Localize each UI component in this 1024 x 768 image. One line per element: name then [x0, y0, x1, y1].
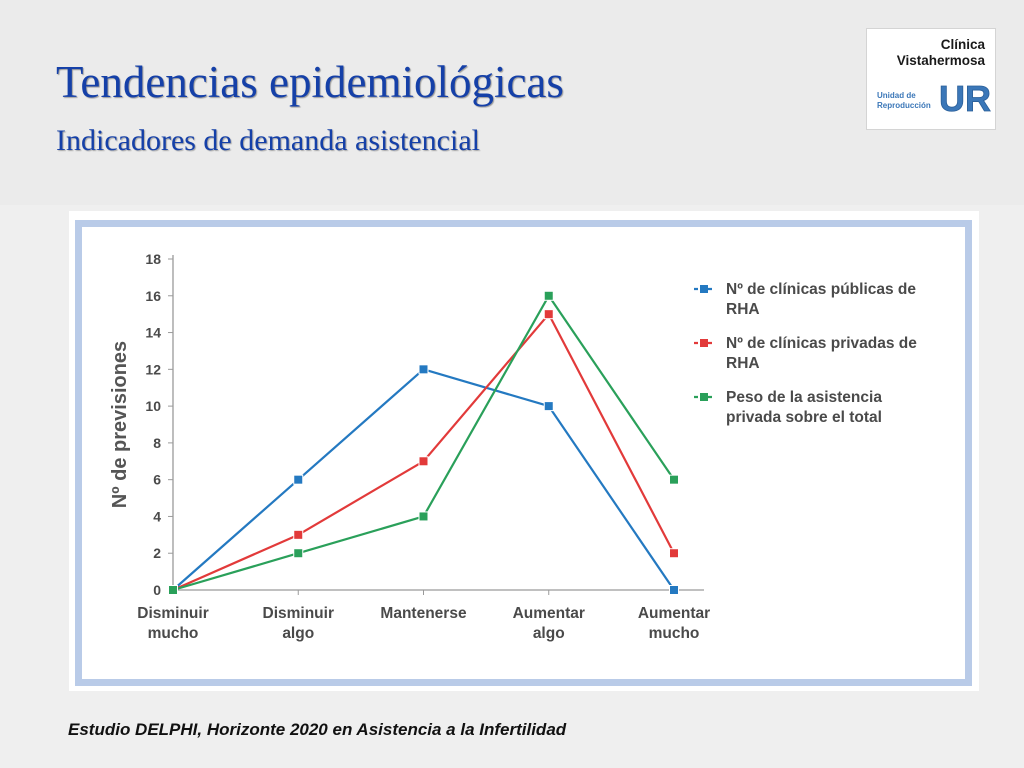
logo-unit-line-2: Reproducción [877, 101, 931, 110]
data-point-s1 [418, 364, 429, 375]
logo-unit-label: Unidad de Reproducción [877, 91, 937, 111]
source-footnote: Estudio DELPHI, Horizonte 2020 en Asiste… [68, 720, 567, 739]
data-point-s1 [293, 474, 304, 485]
x-tick-label: Aumentar mucho [638, 605, 710, 642]
logo-name-line-2: Vistahermosa [896, 53, 985, 68]
legend-label-line: RHA [726, 301, 760, 318]
x-tick-label: Aumentar algo [513, 605, 585, 642]
data-point-s1 [669, 585, 679, 595]
y-tick-label: 18 [145, 251, 161, 267]
slide-title: Tendencias epidemiológicas [56, 57, 564, 107]
legend-swatch-marker [700, 393, 708, 401]
legend-label-line: Nº de clínicas públicas de [726, 281, 916, 298]
y-tick-label: 16 [145, 288, 161, 304]
line-chart: 0 2 4 6 8 10 12 14 16 18 Nº de previsiones Disminui… [109, 251, 917, 642]
x-tick-label-line: algo [533, 625, 565, 642]
y-tick-label: 4 [153, 508, 161, 524]
legend-label: Nº de clínicas públicas de RHA [726, 281, 916, 318]
y-tick-label: 8 [153, 435, 161, 451]
y-tick-label: 14 [145, 325, 161, 341]
x-tick-label-line: Disminuir [263, 605, 334, 622]
x-tick-label: Disminuir algo [263, 605, 334, 642]
y-axis-label: Nº de previsiones [109, 341, 131, 508]
legend-label: Nº de clínicas privadas de RHA [726, 335, 917, 372]
y-tick-label: 12 [145, 361, 161, 377]
y-tick-label: 0 [153, 582, 161, 598]
x-tick-label-line: mucho [148, 625, 199, 642]
data-point-s3 [293, 548, 304, 559]
logo-mark-text: UR [939, 78, 991, 117]
data-point-s2 [293, 529, 304, 540]
data-point-s3 [543, 290, 554, 301]
legend-swatch-marker [700, 339, 708, 347]
x-tick-label-line: Mantenerse [380, 605, 467, 622]
x-tick-label: Disminuir mucho [137, 605, 208, 642]
logo-unit-line-1: Unidad de [877, 91, 916, 100]
y-tick-label: 10 [145, 398, 161, 414]
x-tick-label-line: algo [282, 625, 314, 642]
x-tick-label-line: Aumentar [638, 605, 710, 622]
x-tick-label-line: Disminuir [137, 605, 208, 622]
data-point-s1 [543, 401, 554, 412]
legend-label: Peso de la asistencia privada sobre el to… [726, 389, 882, 426]
legend-label-line: RHA [726, 355, 760, 372]
data-point-s3 [168, 585, 178, 595]
header-band [0, 0, 1024, 205]
y-tick-label: 2 [153, 545, 161, 561]
chart-panel: 0 2 4 6 8 10 12 14 16 18 Nº de previsiones Disminui… [75, 220, 972, 686]
legend-label-line: Peso de la asistencia [726, 389, 882, 406]
series-line-3 [172, 294, 675, 592]
legend-label-line: Nº de clínicas privadas de [726, 335, 917, 352]
logo-clinic-name: Clínica Vistahermosa [897, 37, 985, 69]
series-line-2 [172, 313, 675, 592]
logo-name-line-1: Clínica [940, 37, 985, 52]
data-point-s2 [418, 456, 429, 467]
chart-frame: 0 2 4 6 8 10 12 14 16 18 Nº de previsiones Disminui… [69, 211, 979, 691]
data-point-s2 [543, 309, 554, 320]
data-point-s2 [669, 548, 679, 559]
x-tick-label: Mantenerse [380, 605, 467, 622]
x-tick-label-line: mucho [649, 625, 700, 642]
slide-subtitle: Indicadores de demanda asistencial [56, 124, 480, 157]
data-point-s3 [418, 511, 429, 522]
clinic-logo: Clínica Vistahermosa Unidad de Reproducc… [866, 28, 996, 130]
ur-logo-mark-icon: UR [939, 78, 991, 117]
legend-swatch-marker [700, 285, 708, 293]
x-tick-label-line: Aumentar [513, 605, 585, 622]
data-point-s3 [669, 474, 679, 485]
legend-label-line: privada sobre el total [726, 409, 882, 426]
y-tick-label: 6 [153, 472, 161, 488]
